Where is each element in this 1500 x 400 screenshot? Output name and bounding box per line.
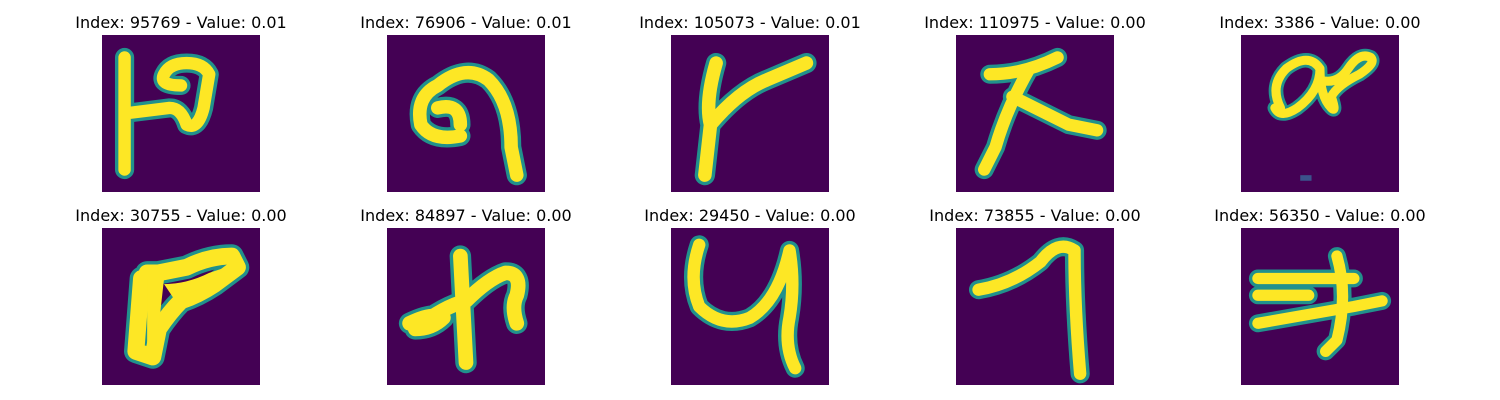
panel-title: Index: 84897 - Value: 0.00 (360, 206, 572, 225)
character-image (102, 228, 260, 385)
panel-9: Index: 73855 - Value: 0.00 (915, 205, 1155, 385)
panel-title: Index: 56350 - Value: 0.00 (1214, 206, 1426, 225)
character-image (387, 35, 545, 192)
character-image (956, 35, 1114, 192)
character-image (1241, 35, 1399, 192)
panel-title: Index: 3386 - Value: 0.00 (1219, 13, 1421, 32)
panel-5: Index: 3386 - Value: 0.00 (1200, 12, 1440, 192)
panel-title: Index: 105073 - Value: 0.01 (639, 13, 861, 32)
character-image (671, 35, 829, 192)
panel-3: Index: 105073 - Value: 0.01 (630, 12, 870, 192)
panel-8: Index: 29450 - Value: 0.00 (630, 205, 870, 385)
panel-2: Index: 76906 - Value: 0.01 (346, 12, 586, 192)
character-image (387, 228, 545, 385)
panel-10: Index: 56350 - Value: 0.00 (1200, 205, 1440, 385)
panel-1: Index: 95769 - Value: 0.01 (61, 12, 301, 192)
character-image (102, 35, 260, 192)
panel-4: Index: 110975 - Value: 0.00 (915, 12, 1155, 192)
character-image (956, 228, 1114, 385)
panel-title: Index: 29450 - Value: 0.00 (644, 206, 856, 225)
panel-7: Index: 84897 - Value: 0.00 (346, 205, 586, 385)
character-image (671, 228, 829, 385)
panel-6: Index: 30755 - Value: 0.00 (61, 205, 301, 385)
panel-title: Index: 110975 - Value: 0.00 (924, 13, 1146, 32)
panel-title: Index: 76906 - Value: 0.01 (360, 13, 572, 32)
character-image (1241, 228, 1399, 385)
panel-title: Index: 95769 - Value: 0.01 (75, 13, 287, 32)
panel-title: Index: 30755 - Value: 0.00 (75, 206, 287, 225)
panel-title: Index: 73855 - Value: 0.00 (929, 206, 1141, 225)
